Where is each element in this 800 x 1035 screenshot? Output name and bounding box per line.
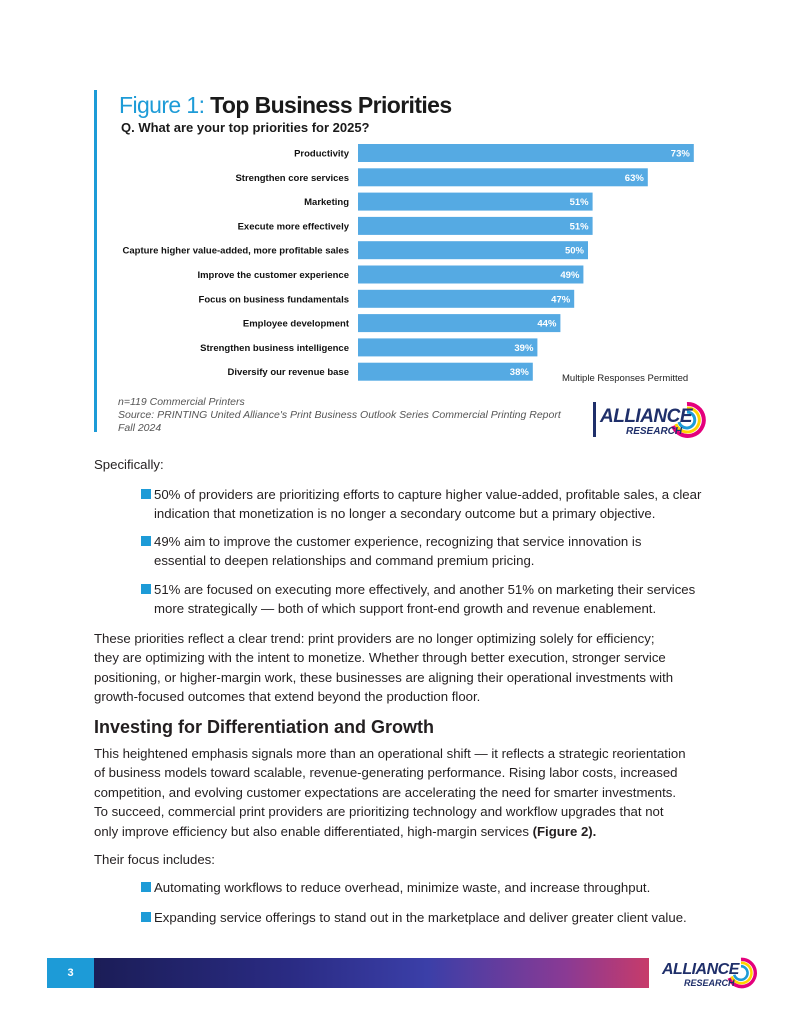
chart-value-label: 51%: [570, 197, 590, 208]
chart-bar: [358, 192, 593, 211]
footer-gradient-band: [94, 958, 649, 988]
chart-bar: [358, 168, 648, 187]
chart-category-label: Strengthen core services: [235, 173, 349, 184]
chart-category-label: Capture higher value-added, more profita…: [123, 246, 349, 257]
chart-bar: [358, 144, 694, 162]
page-number: 3: [47, 958, 94, 988]
bullet-square-icon: [141, 912, 151, 922]
paragraph-line: growth-focused outcomes that extend beyo…: [94, 689, 481, 705]
bullet-line: essential to deepen relationships and co…: [154, 553, 535, 569]
chart-category-label: Focus on business fundamentals: [199, 294, 349, 305]
chart-category-label: Execute more effectively: [238, 221, 350, 232]
logo-word: ALLIANCE: [662, 961, 739, 978]
bullet-square-icon: [141, 536, 151, 546]
chart-bar: [358, 338, 538, 357]
alliance-research-logo: ALLIANCE RESEARCH: [593, 401, 708, 438]
paragraph-line: positioning, or higher-margin work, thes…: [94, 669, 674, 685]
bullet-square-icon: [141, 584, 151, 594]
bullet-line: 49% aim to improve the customer experien…: [154, 534, 642, 549]
focus-label: Their focus includes:: [94, 852, 215, 867]
chart-category-label: Marketing: [304, 197, 349, 208]
chart-category-label: Strengthen business intelligence: [200, 343, 349, 354]
multiple-responses-note: Multiple Responses Permitted: [562, 373, 689, 384]
priorities-bar-chart: Productivity 73% Strengthen core services 6…: [123, 144, 694, 381]
bullet-list-item: 49% aim to improve the customer experien…: [141, 532, 721, 571]
logo-sub: RESEARCH: [626, 426, 683, 437]
chart-bar: [358, 216, 593, 235]
bullet-line: 51% are focused on executing more effect…: [154, 582, 696, 597]
chart-category-label: Improve the customer experience: [197, 270, 349, 281]
chart-category-label: Productivity: [294, 149, 350, 160]
bullet-list-item: 50% of providers are prioritizing effort…: [141, 485, 721, 524]
paragraph-line: To succeed, commercial print providers a…: [94, 804, 664, 820]
section-heading: Investing for Differentiation and Growth: [94, 717, 435, 737]
figure-question: Q. What are your top priorities for 2025…: [121, 120, 370, 135]
figure-title: Figure 1: Top Business Priorities: [119, 92, 452, 119]
paragraph-line-text: only improve efficiency but also enable …: [94, 823, 533, 839]
figure-reference: (Figure 2).: [532, 823, 597, 839]
specifically-label: Specifically:: [94, 457, 164, 472]
chart-value-label: 38%: [510, 367, 530, 378]
bullet-list-item: 51% are focused on executing more effect…: [141, 580, 721, 619]
chart-bar: [358, 241, 588, 260]
source-note: Source: PRINTING United Alliance's Print…: [118, 409, 561, 434]
logo-word: ALLIANCE: [600, 406, 693, 427]
paragraph: This heightened emphasis signals more th…: [94, 744, 714, 841]
chart-value-label: 44%: [537, 319, 557, 330]
bullet-line: Automating workflows to reduce overhead,…: [154, 880, 651, 895]
footer-alliance-research-logo: ALLIANCE RESEARCH: [662, 957, 757, 990]
chart-value-label: 73%: [671, 149, 691, 160]
bullet-line: Expanding service offerings to stand out…: [154, 910, 687, 925]
bullet-square-icon: [141, 489, 151, 499]
paragraph-line: they are optimizing with the intent to m…: [94, 650, 666, 666]
bullet-line: more strategically — both of which suppo…: [154, 601, 657, 617]
chart-value-label: 49%: [560, 270, 580, 281]
logo-swirl-icon: [671, 401, 706, 438]
chart-bar: [358, 289, 575, 308]
paragraph-line: These priorities reflect a clear trend: …: [94, 631, 655, 646]
bullet-list-item: Expanding service offerings to stand out…: [141, 908, 721, 927]
paragraph-line: This heightened emphasis signals more th…: [94, 746, 686, 761]
figure-title-text: Top Business Priorities: [210, 92, 452, 118]
sample-note: n=119 Commercial Printers: [118, 396, 245, 408]
bullet-list-item: Automating workflows to reduce overhead,…: [141, 878, 721, 897]
logo-swirl-icon: [727, 957, 757, 989]
paragraph: These priorities reflect a clear trend: …: [94, 629, 714, 707]
bullet-line: indication that monetization is no longe…: [154, 506, 656, 522]
figure-label: Figure 1:: [119, 92, 205, 118]
chart-value-label: 63%: [625, 173, 645, 184]
paragraph-line: of business models toward scalable, reve…: [94, 765, 678, 781]
paragraph-line: competition, and evolving customer expec…: [94, 784, 677, 800]
paragraph-line: only improve efficiency but also enable …: [94, 822, 714, 841]
chart-value-label: 39%: [514, 343, 534, 354]
chart-bar: [358, 265, 584, 284]
chart-bar: [358, 362, 533, 381]
chart-bar: [358, 314, 561, 333]
chart-category-label: Employee development: [243, 319, 350, 330]
chart-value-label: 47%: [551, 294, 571, 305]
logo-divider: [593, 402, 596, 437]
chart-value-label: 50%: [565, 246, 585, 257]
figure-box: Figure 1: Top Business Priorities Q. Wha…: [94, 90, 714, 432]
chart-value-label: 51%: [570, 221, 590, 232]
bullet-line: 50% of providers are prioritizing effort…: [154, 487, 702, 502]
chart-category-label: Diversify our revenue base: [228, 367, 349, 378]
bullet-square-icon: [141, 882, 151, 892]
logo-sub: RESEARCH: [684, 978, 735, 988]
